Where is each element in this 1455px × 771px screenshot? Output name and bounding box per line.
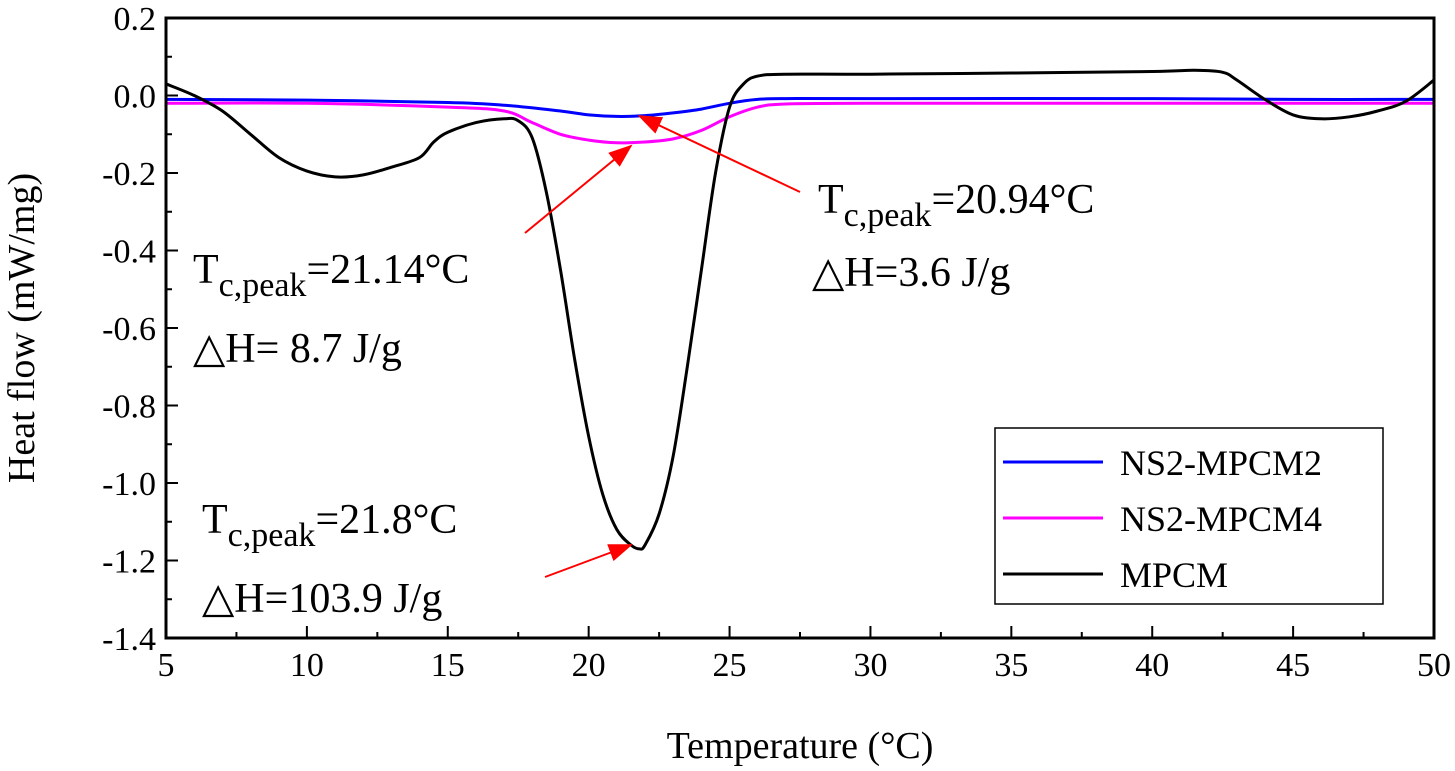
- legend-label-ns2-mpcm2: NS2-MPCM2: [1120, 443, 1322, 483]
- x-tick-label: 15: [431, 647, 465, 684]
- arrow-layer: [524, 115, 801, 578]
- annotation-ns2-mpcm4-line2: △H= 8.7 J/g: [193, 326, 402, 372]
- series-line-ns2-mpcm4: [165, 101, 1434, 145]
- x-tick-label: 50: [1417, 647, 1451, 684]
- legend-label-ns2-mpcm4: NS2-MPCM4: [1120, 499, 1322, 539]
- annotation-mpcm: Tc,peak=21.8°C △H=103.9 J/g: [202, 497, 457, 622]
- y-tick-label: 0.2: [114, 1, 157, 38]
- x-axis-title: Temperature (°C): [667, 725, 934, 767]
- x-tick-label: 35: [994, 647, 1028, 684]
- arrow-mpcm: [544, 544, 633, 578]
- plot-area: 5 10 15 20 25 30 35 40 45 50 0.2 0.0 -0.2 -0.4 -0.6 -0…: [102, 1, 1451, 684]
- x-tick-label: 5: [158, 647, 175, 684]
- legend-label-mpcm: MPCM: [1120, 555, 1228, 595]
- series-line-mpcm: [165, 68, 1435, 551]
- y-ticks: 0.2 0.0 -0.2 -0.4 -0.6 -0.8 -1.0 -1.2 -1.4: [102, 1, 178, 658]
- y-tick-label: -0.4: [102, 234, 156, 271]
- legend: NS2-MPCM2 NS2-MPCM4 MPCM: [994, 427, 1384, 605]
- arrow-ns2-mpcm4: [524, 144, 633, 234]
- x-tick-label: 20: [572, 647, 606, 684]
- x-tick-label: 30: [853, 647, 887, 684]
- annotation-ns2-mpcm2-line2: △H=3.6 J/g: [812, 250, 1010, 296]
- x-tick-label: 45: [1276, 647, 1310, 684]
- series-line-ns2-mpcm2: [165, 97, 1435, 118]
- y-tick-label: -1.4: [102, 621, 156, 658]
- x-tick-label: 25: [713, 647, 747, 684]
- annotation-mpcm-line1: Tc,peak=21.8°C: [202, 497, 457, 554]
- y-tick-label: -0.8: [102, 389, 156, 426]
- y-tick-label: -0.2: [102, 156, 156, 193]
- legend-box: [994, 427, 1384, 605]
- annotation-ns2-mpcm2: Tc,peak=20.94°C △H=3.6 J/g: [812, 177, 1094, 296]
- annotation-mpcm-line2: △H=103.9 J/g: [202, 576, 442, 622]
- arrow-ns2-mpcm2: [637, 115, 801, 193]
- y-tick-label: -0.6: [102, 311, 156, 348]
- y-axis-title: Heat flow (mW/mg): [1, 173, 43, 483]
- y-tick-label: 0.0: [114, 79, 157, 116]
- x-tick-label: 10: [290, 647, 324, 684]
- annotation-ns2-mpcm4: Tc,peak=21.14°C △H= 8.7 J/g: [193, 247, 469, 372]
- x-ticks: 5 10 15 20 25 30 35 40 45 50: [158, 626, 1451, 684]
- series-layer: [165, 68, 1435, 551]
- x-tick-label: 40: [1135, 647, 1169, 684]
- y-tick-label: -1.2: [102, 544, 156, 581]
- annotation-ns2-mpcm4-line1: Tc,peak=21.14°C: [193, 247, 469, 304]
- y-tick-label: -1.0: [102, 466, 156, 503]
- annotation-ns2-mpcm2-line1: Tc,peak=20.94°C: [818, 177, 1094, 234]
